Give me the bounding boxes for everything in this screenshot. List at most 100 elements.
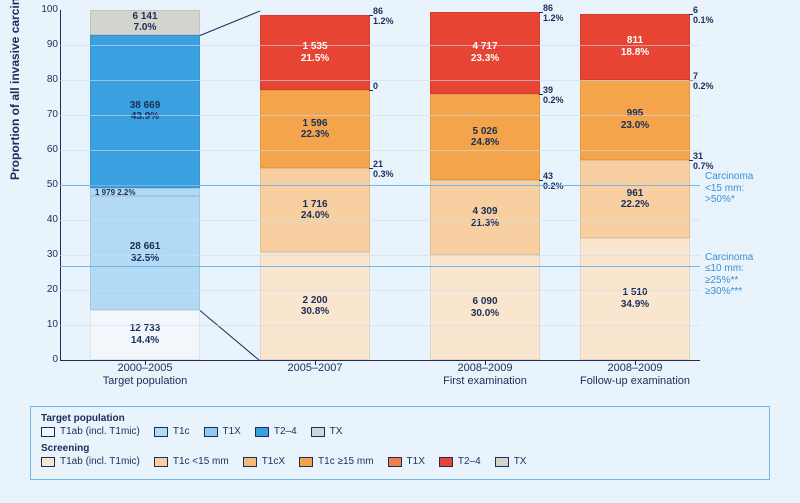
segment-count: 1 596 bbox=[302, 118, 327, 130]
legend-swatch bbox=[154, 457, 168, 467]
segment-pct: 24.8% bbox=[471, 137, 499, 149]
connector-line bbox=[200, 10, 260, 35]
legend-swatch bbox=[388, 457, 402, 467]
legend-swatch bbox=[41, 427, 55, 437]
segment-count: 6 090 bbox=[472, 296, 497, 308]
segment-count: 38 669 bbox=[130, 100, 161, 112]
segment-pct: 43.9% bbox=[131, 111, 159, 123]
x-label-line1: 2008–2009 bbox=[570, 362, 700, 375]
side-tick bbox=[689, 14, 693, 15]
segment: 99523.0% bbox=[580, 80, 690, 161]
y-tick: 20 bbox=[40, 284, 58, 295]
legend-label: T1X bbox=[407, 456, 425, 467]
segment: 2 20030.8% bbox=[260, 252, 370, 360]
segment: 6 1417.0% bbox=[90, 10, 200, 35]
legend-item: T1ab (incl. T1mic) bbox=[41, 456, 140, 467]
legend-label: T1cX bbox=[262, 456, 285, 467]
segment: 4 71723.3% bbox=[430, 12, 540, 94]
segment: 28 66132.5% bbox=[90, 196, 200, 310]
y-tick: 70 bbox=[40, 109, 58, 120]
x-label-line2: Follow-up examination bbox=[570, 375, 700, 388]
segment: 12 73314.4% bbox=[90, 310, 200, 360]
legend-item: T2–4 bbox=[255, 426, 297, 437]
grid-line bbox=[60, 80, 700, 81]
y-tick: 50 bbox=[40, 179, 58, 190]
x-label: 2000–2005Target population bbox=[80, 362, 210, 388]
segment: 4 30921.3% bbox=[430, 180, 540, 255]
legend-item: TX bbox=[495, 456, 527, 467]
legend-row: T1ab (incl. T1mic)T1c <15 mmT1cXT1c ≥15 … bbox=[41, 456, 759, 467]
segment: 1 53521.5% bbox=[260, 15, 370, 90]
legend-group-title: Target population bbox=[41, 413, 759, 424]
side-label: 430.2% bbox=[543, 172, 564, 192]
x-label: 2008–2009First examination bbox=[420, 362, 550, 388]
segment-count: 961 bbox=[627, 188, 644, 200]
side-label: 60.1% bbox=[693, 6, 714, 26]
segment-pct: 30.0% bbox=[471, 308, 499, 320]
grid-line bbox=[60, 290, 700, 291]
x-label-line2: First examination bbox=[420, 375, 550, 388]
legend-swatch bbox=[154, 427, 168, 437]
side-label: 390.2% bbox=[543, 86, 564, 106]
x-label: 2008–2009Follow-up examination bbox=[570, 362, 700, 388]
grid-line bbox=[60, 255, 700, 256]
segment: 38 66943.9% bbox=[90, 35, 200, 189]
segment: 1 59622.3% bbox=[260, 90, 370, 168]
legend-item: T2–4 bbox=[439, 456, 481, 467]
segment-count: 5 026 bbox=[472, 126, 497, 138]
segment-pct: 34.9% bbox=[621, 299, 649, 311]
segment-pct: 22.3% bbox=[301, 129, 329, 141]
segment-count: 1 535 bbox=[302, 41, 327, 53]
segment: 6 09030.0% bbox=[430, 255, 540, 360]
legend-item: TX bbox=[311, 426, 343, 437]
segment-count: 4 717 bbox=[472, 41, 497, 53]
legend-swatch bbox=[311, 427, 325, 437]
y-tick: 30 bbox=[40, 249, 58, 260]
legend-label: TX bbox=[330, 426, 343, 437]
legend-item: T1X bbox=[388, 456, 425, 467]
y-tick: 80 bbox=[40, 74, 58, 85]
legend-item: T1ab (incl. T1mic) bbox=[41, 426, 140, 437]
segment-pct: 21.5% bbox=[301, 53, 329, 65]
legend-label: T1c ≥15 mm bbox=[318, 456, 374, 467]
side-tick bbox=[369, 90, 373, 91]
side-tick bbox=[369, 15, 373, 16]
grid-line bbox=[60, 150, 700, 151]
legend-swatch bbox=[255, 427, 269, 437]
reference-line bbox=[60, 185, 700, 186]
connector-line bbox=[200, 310, 261, 361]
segment-pct: 23.0% bbox=[621, 120, 649, 132]
legend-group-title: Screening bbox=[41, 443, 759, 454]
side-label: 310.7% bbox=[693, 152, 714, 172]
side-label: 861.2% bbox=[373, 7, 394, 27]
legend-label: T1c bbox=[173, 426, 190, 437]
segment: 5 02624.8% bbox=[430, 94, 540, 181]
segment-pct: 22.2% bbox=[621, 199, 649, 211]
y-tick: 90 bbox=[40, 39, 58, 50]
segment-pct: 23.3% bbox=[471, 53, 499, 65]
legend-label: T1ab (incl. T1mic) bbox=[60, 426, 140, 437]
segment: 1 51034.9% bbox=[580, 238, 690, 360]
segment-count: 6 141 bbox=[132, 11, 157, 23]
x-label-line2: Target population bbox=[80, 375, 210, 388]
grid-line bbox=[60, 115, 700, 116]
segment: 96122.2% bbox=[580, 160, 690, 238]
legend: Target population T1ab (incl. T1mic) T1c T1… bbox=[30, 406, 770, 480]
grid-line bbox=[60, 220, 700, 221]
x-label: 2005–2007 bbox=[250, 362, 380, 375]
segment-count: 28 661 bbox=[130, 241, 161, 253]
x-axis-line bbox=[60, 360, 700, 361]
side-tick bbox=[539, 94, 543, 95]
segment-count: 2 200 bbox=[302, 295, 327, 307]
legend-swatch bbox=[41, 457, 55, 467]
y-axis-title: Proportion of all invasive carcinomas (%… bbox=[8, 0, 22, 180]
segment-pct: 7.0% bbox=[134, 22, 157, 34]
y-tick: 0 bbox=[40, 354, 58, 365]
reference-label: Carcinoma<15 mm:>50%* bbox=[705, 171, 753, 206]
legend-swatch bbox=[204, 427, 218, 437]
legend-item: T1cX bbox=[243, 456, 285, 467]
side-tick bbox=[689, 160, 693, 161]
legend-item: T1X bbox=[204, 426, 241, 437]
side-label: 210.3% bbox=[373, 160, 394, 180]
segment: 1 71624.0% bbox=[260, 168, 370, 252]
